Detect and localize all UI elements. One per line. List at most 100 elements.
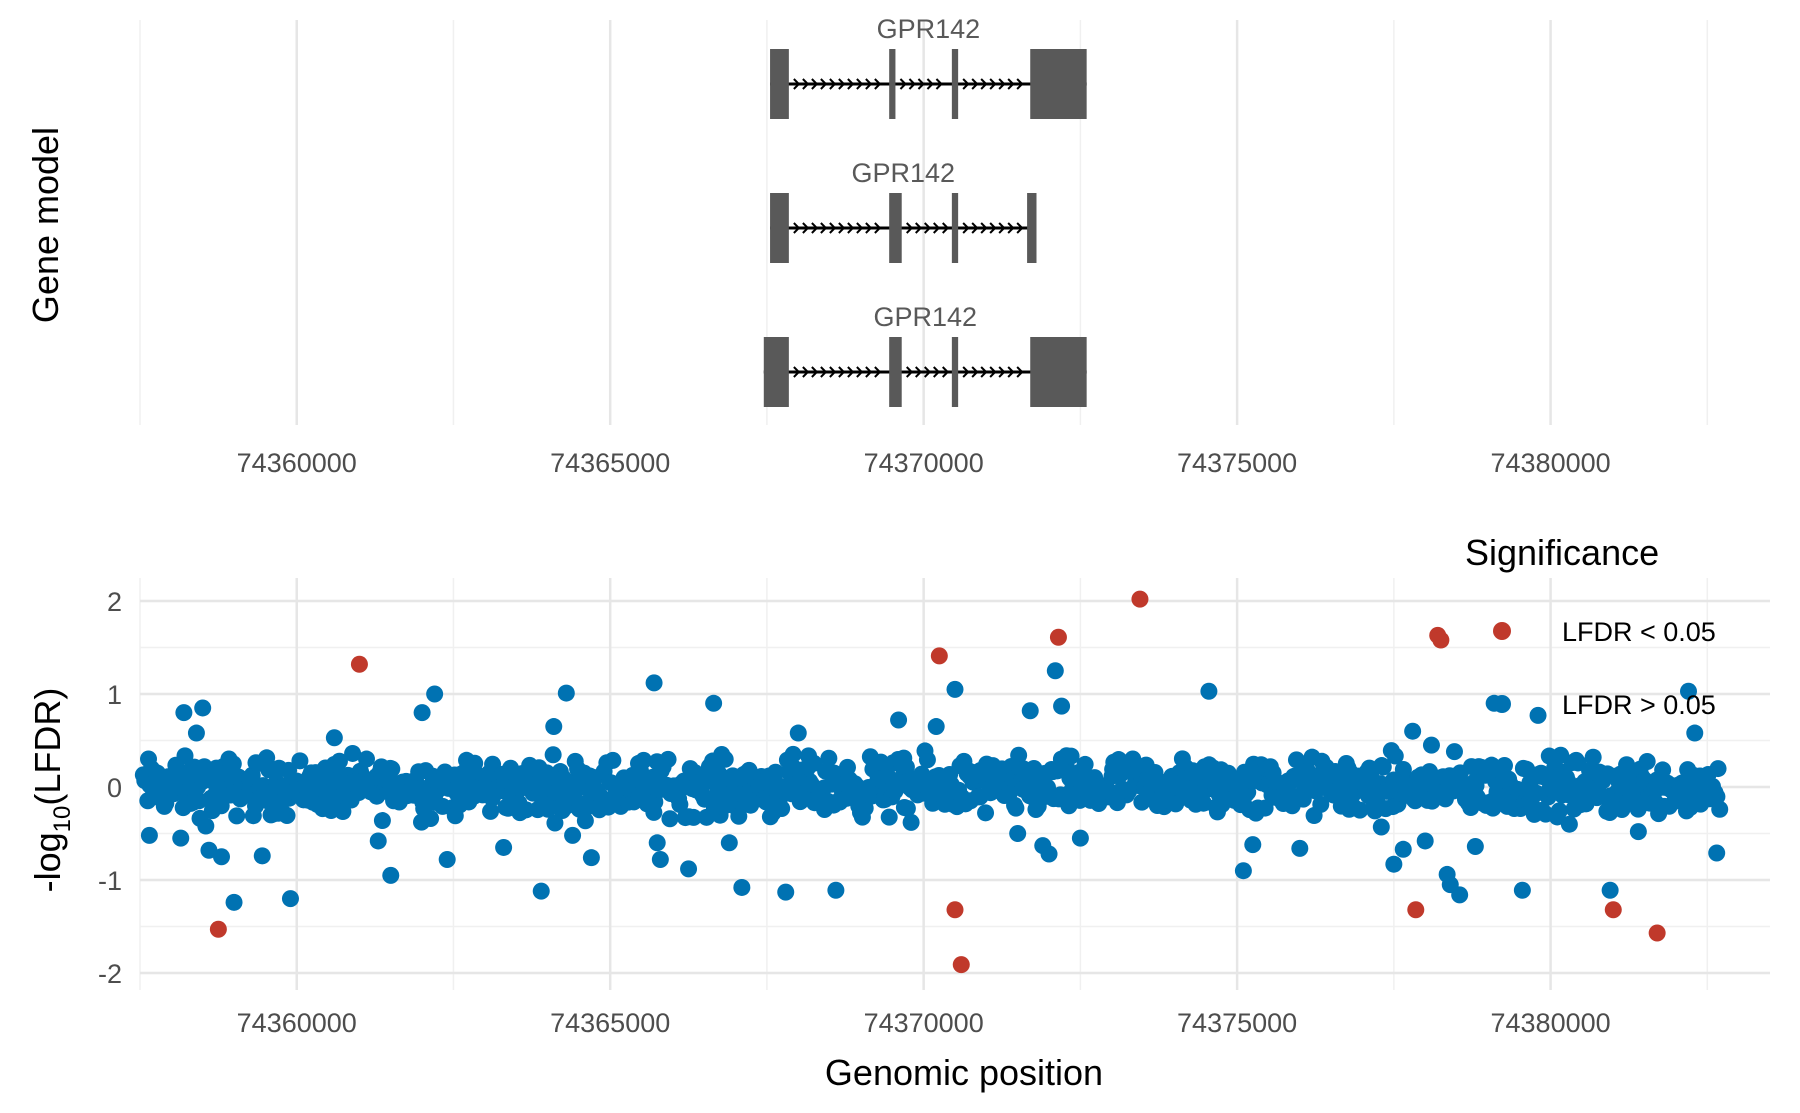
point-not-significant: [373, 812, 391, 830]
scatter-x-tick-labels: 74360000 74365000 74370000 74375000 74380000: [237, 1008, 1611, 1038]
strand-arrow: [1007, 78, 1015, 90]
point-not-significant: [1374, 758, 1392, 776]
strand-arrow: [1016, 222, 1024, 234]
point-not-significant: [1601, 881, 1619, 899]
gene-x-tick-label: 74360000: [237, 448, 357, 478]
point-not-significant: [946, 680, 964, 698]
strand-arrow: [998, 222, 1006, 234]
point-not-significant: [1445, 743, 1463, 761]
point-not-significant: [1686, 724, 1704, 742]
strand-arrow: [793, 366, 801, 378]
point-not-significant: [1351, 801, 1369, 819]
point-not-significant: [1550, 802, 1568, 820]
scatter-y-tick-labels: -2 -1 0 1 2: [98, 587, 122, 989]
point-not-significant: [1234, 862, 1252, 880]
exon: [951, 49, 959, 119]
point-not-significant: [902, 813, 920, 831]
point-not-significant: [872, 753, 890, 771]
point-not-significant: [1708, 844, 1726, 862]
point-not-significant: [281, 890, 299, 908]
exon: [770, 49, 789, 119]
strand-arrow: [906, 222, 914, 234]
legend-swatch-significant: [1493, 622, 1511, 640]
strand-arrow: [874, 222, 882, 234]
point-not-significant: [661, 810, 679, 828]
strand-arrow: [802, 78, 810, 90]
point-not-significant: [1046, 662, 1064, 680]
strand-arrow: [847, 366, 855, 378]
point-not-significant: [344, 744, 362, 762]
transcript: GPR142: [770, 14, 1087, 119]
point-not-significant: [532, 882, 550, 900]
exon: [889, 193, 902, 263]
exon: [770, 193, 789, 263]
scatter-x-tick-label: 74360000: [237, 1008, 357, 1038]
point-not-significant: [685, 808, 703, 826]
strand-arrow: [865, 366, 873, 378]
point-not-significant: [671, 795, 689, 813]
point-not-significant: [1071, 829, 1089, 847]
point-not-significant: [827, 881, 845, 899]
point-significant: [1049, 628, 1067, 646]
point-not-significant: [557, 684, 575, 702]
strand-arrow: [820, 222, 828, 234]
point-not-significant: [422, 810, 440, 828]
point-not-significant: [545, 718, 563, 736]
y-title-main: -log: [27, 832, 68, 892]
point-not-significant: [784, 745, 802, 763]
scatter-y-tick-label: -1: [98, 866, 122, 896]
point-significant: [350, 655, 368, 673]
strand-arrow: [971, 78, 979, 90]
point-not-significant: [1053, 697, 1071, 715]
strand-arrow: [829, 222, 837, 234]
legend-title: Significance: [1465, 532, 1659, 573]
point-not-significant: [224, 755, 242, 773]
point-not-significant: [767, 763, 785, 781]
point-not-significant: [187, 724, 205, 742]
point-not-significant: [1194, 794, 1212, 812]
point-not-significant: [175, 704, 193, 722]
point-not-significant: [1422, 736, 1440, 754]
point-not-significant: [1244, 836, 1262, 854]
point-not-significant: [1404, 722, 1422, 740]
strand-arrow: [793, 78, 801, 90]
point-not-significant: [278, 807, 296, 825]
point-not-significant: [197, 817, 215, 835]
strand-arrow: [980, 222, 988, 234]
gene-model-transcripts: GPR142 GPR142 GPR142: [763, 14, 1087, 407]
strand-arrow: [906, 366, 914, 378]
point-not-significant: [897, 758, 915, 776]
point-not-significant: [635, 751, 653, 769]
strand-arrow: [962, 78, 970, 90]
strand-arrow: [962, 366, 970, 378]
strand-arrow: [998, 78, 1006, 90]
point-not-significant: [898, 799, 916, 817]
strand-arrow: [838, 222, 846, 234]
point-not-significant: [1709, 760, 1727, 778]
point-not-significant: [544, 746, 562, 764]
point-not-significant: [977, 804, 995, 822]
point-not-significant: [1007, 799, 1025, 817]
point-not-significant: [1654, 761, 1672, 779]
scatter-panel: -2 -1 0 1 2 74360000 74365000 74370000 74375000…: [27, 532, 1770, 1093]
gene-label: GPR142: [873, 302, 977, 332]
point-significant: [209, 920, 227, 938]
point-not-significant: [325, 729, 343, 747]
exon: [763, 337, 789, 407]
strand-arrow: [829, 78, 837, 90]
strand-arrow: [865, 78, 873, 90]
strand-arrow: [926, 78, 934, 90]
strand-arrow: [820, 366, 828, 378]
scatter-x-axis-title: Genomic position: [825, 1052, 1103, 1093]
point-not-significant: [1708, 788, 1726, 806]
strand-arrow: [856, 222, 864, 234]
scatter-y-tick-label: 0: [107, 773, 122, 803]
exon: [1027, 193, 1037, 263]
point-not-significant: [604, 751, 622, 769]
point-not-significant: [200, 841, 218, 859]
point-not-significant: [582, 849, 600, 867]
exon: [1030, 337, 1087, 407]
gene-label: GPR142: [877, 14, 981, 44]
point-significant: [952, 956, 970, 974]
